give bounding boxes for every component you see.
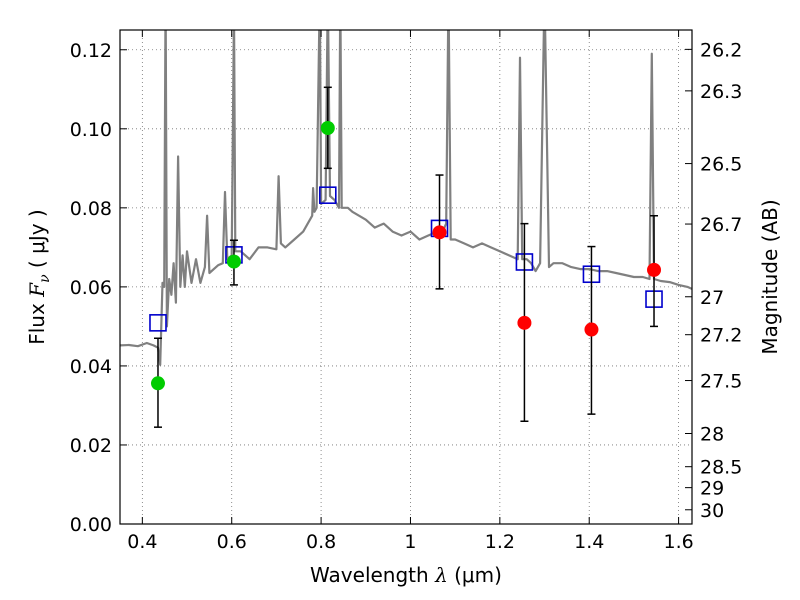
y-tick-label: 0.12 <box>70 40 112 62</box>
x-axis-symbol: λ <box>434 563 448 587</box>
y2-axis-title: Magnitude (AB) <box>758 199 782 354</box>
x-tick-label: 1.6 <box>663 531 693 553</box>
x-tick-label: 1.2 <box>485 531 515 553</box>
magnitude-tick-label: 27 <box>700 287 724 309</box>
data-layer <box>120 30 692 428</box>
axes <box>119 29 693 525</box>
x-tick-label: 0.4 <box>127 531 157 553</box>
y-tick-label: 0.10 <box>70 119 112 141</box>
y-tick-label: 0.06 <box>70 277 112 299</box>
x-axis-unit: μm <box>462 563 494 587</box>
x-axis-paren-open: ( <box>448 563 462 587</box>
magnitude-tick-label: 26.2 <box>700 39 742 61</box>
grid-lines <box>120 30 692 525</box>
magnitude-tick-label: 28.5 <box>700 457 742 479</box>
green-circle-point <box>320 121 335 136</box>
y-axis-unit: μJy <box>25 223 49 254</box>
y-tick-label: 0.08 <box>70 198 112 220</box>
x-tick-label: 0.8 <box>306 531 336 553</box>
y-tick-label: 0.00 <box>70 514 112 536</box>
x-axis-title: Wavelength λ (μm) <box>310 563 502 587</box>
y-axis-label-text: Flux <box>25 303 49 345</box>
y-axis-subscript: ν <box>37 274 53 283</box>
magnitude-tick-label: 26.5 <box>700 154 742 176</box>
x-tick-label: 1 <box>404 531 416 553</box>
y-axis-title: Flux Fν ( μJy ) <box>25 209 53 345</box>
x-axis-label-text: Wavelength <box>310 563 429 587</box>
y-axis-symbol: F <box>25 282 49 298</box>
x-tick-label: 0.6 <box>217 531 247 553</box>
model-square-point <box>318 186 337 204</box>
x-tick-label: 1.4 <box>574 531 604 553</box>
magnitude-tick-label: 26.7 <box>700 214 742 236</box>
magnitude-tick-label: 29 <box>700 478 724 500</box>
green-circle-point <box>226 254 241 269</box>
y-axis-paren-close: ) <box>25 209 49 223</box>
red-circle-point <box>432 225 447 240</box>
magnitude-tick-label: 27.5 <box>700 371 742 393</box>
red-circle-point <box>517 315 532 330</box>
x-axis-paren-close: ) <box>494 563 502 587</box>
plot-frame <box>119 29 693 525</box>
magnitude-tick-label: 30 <box>700 500 724 522</box>
magnitude-tick-label: 26.3 <box>700 81 742 103</box>
green-circle-point <box>150 376 165 391</box>
magnitude-tick-label: 28 <box>700 423 724 445</box>
red-circle-point <box>584 322 599 337</box>
model-square-point <box>149 314 167 332</box>
spectrum-line <box>120 30 692 366</box>
axis-labels: 0.4 0.6 0.8 1 1.2 1.4 1.6 0.00 0.02 0.04 0.06 0.08 0… <box>25 39 782 587</box>
magnitude-axis-title: Magnitude (AB) <box>758 199 782 354</box>
red-circle-point <box>647 262 662 277</box>
magnitude-tick-label: 27.2 <box>700 325 742 347</box>
y-tick-label: 0.04 <box>70 356 112 378</box>
y-tick-label: 0.02 <box>70 435 112 457</box>
y-axis-paren-open: ( <box>25 254 49 275</box>
y-axis-title-text: Flux Fν ( μJy ) <box>25 209 53 345</box>
